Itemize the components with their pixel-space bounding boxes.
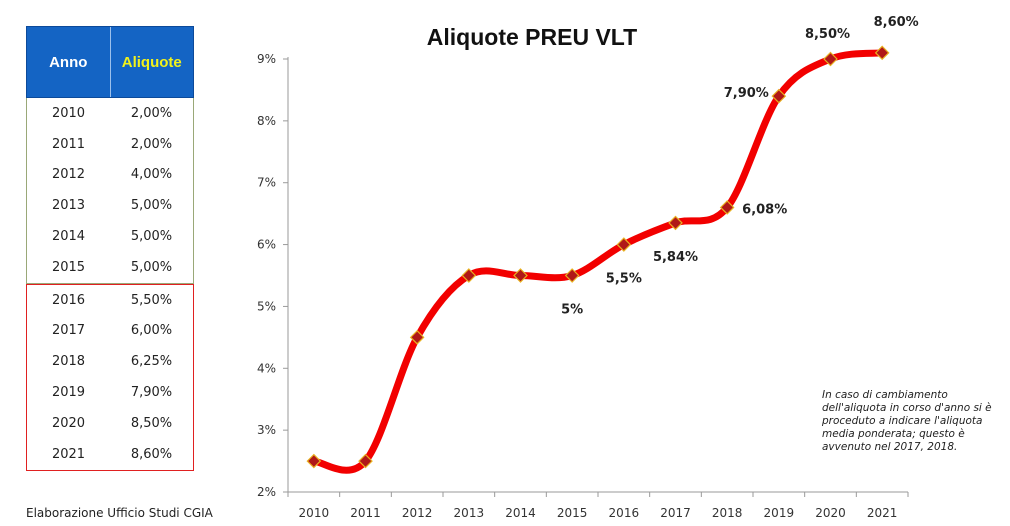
data-point-2019 — [771, 88, 787, 104]
data-point-2012 — [409, 330, 425, 345]
x-tick-label: 2013 — [454, 506, 485, 520]
cell-year: 2020 — [51, 415, 86, 431]
y-tick-label: 4% — [257, 361, 276, 375]
cell-rate: 2,00% — [130, 136, 173, 152]
table-row: 2020 8,50% — [27, 408, 193, 439]
cell-year: 2011 — [51, 136, 86, 152]
cell-rate: 4,00% — [130, 167, 173, 183]
table-row: 2010 2,00% — [27, 98, 193, 129]
data-point-2020 — [823, 51, 838, 67]
cell-year: 2019 — [51, 385, 86, 401]
chart-note: In caso di cambiamento dell'aliquota in … — [822, 389, 992, 453]
data-point-2017 — [668, 215, 683, 231]
data-point-2016 — [616, 237, 632, 252]
table-row: 2019 7,90% — [27, 377, 193, 408]
x-tick-label: 2012 — [402, 506, 433, 520]
x-tick-label: 2018 — [712, 506, 743, 520]
y-tick-label: 8% — [257, 114, 276, 128]
cell-year: 2014 — [51, 229, 86, 245]
cell-rate: 2,00% — [130, 105, 173, 121]
x-tick-label: 2014 — [505, 506, 536, 520]
y-tick-label: 7% — [257, 176, 276, 190]
cell-year: 2013 — [51, 198, 86, 214]
cell-year: 2017 — [51, 323, 86, 339]
table-row: 2011 2,00% — [27, 129, 193, 160]
x-tick-label: 2021 — [867, 506, 898, 520]
table-row: 2015 5,00% — [27, 252, 193, 283]
series-path — [310, 49, 886, 474]
x-tick-label: 2010 — [299, 506, 330, 520]
data-point-2010 — [306, 453, 322, 469]
cell-year: 2012 — [51, 167, 86, 183]
data-label-2016: 5,5% — [606, 272, 642, 287]
x-tick-label: 2011 — [350, 506, 381, 520]
y-tick-label: 9% — [257, 52, 276, 66]
header-rate: Aliquote — [121, 53, 182, 71]
cell-year: 2015 — [51, 259, 86, 275]
cell-year: 2010 — [51, 105, 86, 121]
y-tick-label: 5% — [257, 299, 276, 313]
data-point-2015 — [564, 268, 580, 283]
data-label-2018: 6,08% — [742, 202, 787, 217]
data-point-2011 — [358, 453, 373, 469]
data-label-2015: 5% — [561, 303, 583, 318]
x-tick-label: 2016 — [609, 506, 640, 520]
table-row: 2012 4,00% — [27, 160, 193, 191]
data-label-2017: 5,84% — [653, 250, 698, 265]
header-year: Anno — [27, 27, 111, 97]
series-line — [310, 49, 886, 474]
chart-title: Aliquote PREU VLT — [427, 24, 637, 50]
data-point-2013 — [461, 268, 477, 283]
source-credit: Elaborazione Ufficio Studi CGIA — [26, 506, 213, 520]
rates-table: Anno Aliquote 2010 2,00% 2011 2,00% 2012 4,00… — [26, 26, 194, 471]
cell-rate: 5,50% — [130, 292, 173, 308]
table-row: 2013 5,00% — [27, 190, 193, 221]
y-tick-label: 3% — [257, 423, 276, 437]
table-row: 2016 5,50% — [27, 285, 193, 316]
cell-rate: 5,00% — [130, 229, 173, 245]
table-row: 2021 8,60% — [27, 439, 193, 470]
x-tick-label: 2019 — [764, 506, 795, 520]
data-label-2021: 8,60% — [874, 15, 919, 30]
data-point-2014 — [513, 268, 528, 283]
table-header: Anno Aliquote — [26, 26, 194, 98]
data-label-2019: 7,90% — [724, 86, 769, 101]
data-point-2018 — [719, 200, 735, 215]
cell-rate: 5,00% — [130, 259, 173, 275]
data-point-2021 — [874, 45, 890, 61]
table-group-2010-2015: 2010 2,00% 2011 2,00% 2012 4,00% 2013 5,00% 2014… — [26, 98, 194, 284]
cell-year: 2016 — [51, 292, 86, 308]
cell-year: 2018 — [51, 354, 86, 370]
x-tick-label: 2020 — [815, 506, 846, 520]
table-row: 2014 5,00% — [27, 221, 193, 252]
chart-axes: 2% 3% 4% 5% 6% 7% 8% 9% 2010 2011 2012 2013 2014 2015… — [257, 52, 909, 520]
cell-rate: 6,25% — [130, 354, 173, 370]
table-row: 2017 6,00% — [27, 316, 193, 347]
x-tick-label: 2015 — [557, 506, 588, 520]
table-row: 2018 6,25% — [27, 346, 193, 377]
cell-rate: 7,90% — [130, 385, 173, 401]
y-tick-label: 6% — [257, 238, 276, 252]
cell-rate: 6,00% — [130, 323, 173, 339]
cell-rate: 5,00% — [130, 198, 173, 214]
cell-year: 2021 — [51, 446, 86, 462]
cell-rate: 8,50% — [130, 415, 173, 431]
cell-rate: 8,60% — [130, 446, 173, 462]
data-labels: 5% 5,5% 5,84% 6,08% 7,90% 8,50% 8,60% — [561, 15, 919, 318]
series-markers — [306, 45, 890, 469]
y-tick-label: 2% — [257, 485, 276, 499]
data-label-2020: 8,50% — [805, 27, 850, 42]
table-group-2016-2021: 2016 5,50% 2017 6,00% 2018 6,25% 2019 7,90% 2020… — [26, 283, 194, 471]
x-tick-label: 2017 — [660, 506, 691, 520]
